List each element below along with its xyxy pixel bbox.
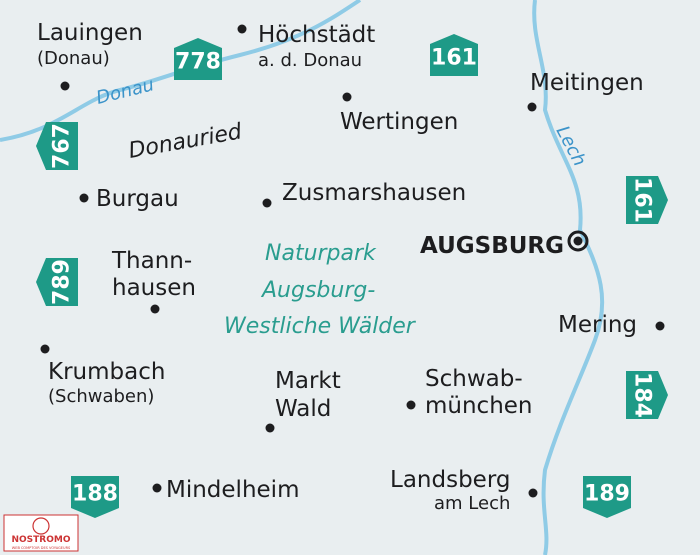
sheet-number: 789 bbox=[50, 259, 75, 305]
place-dot bbox=[262, 198, 272, 208]
place-label: Markt bbox=[275, 368, 341, 394]
sheet-number: 189 bbox=[584, 482, 630, 507]
place-label: Krumbach bbox=[48, 359, 165, 385]
place-label: Wald bbox=[275, 396, 331, 422]
place-label: Wertingen bbox=[340, 109, 458, 135]
sheet-number: 184 bbox=[630, 372, 655, 418]
sheet-badge bbox=[626, 176, 668, 224]
sheet-badge bbox=[626, 371, 668, 419]
place-dot bbox=[152, 483, 162, 493]
sheet-number: 161 bbox=[431, 46, 477, 71]
place-label: (Schwaben) bbox=[48, 386, 154, 407]
city-symbol bbox=[567, 230, 589, 252]
sheet-badge bbox=[36, 122, 78, 170]
logo-globe bbox=[32, 517, 50, 535]
place-label: Meitingen bbox=[530, 70, 644, 96]
place-dot bbox=[527, 102, 537, 112]
place-dot bbox=[40, 344, 50, 354]
sheet-badge bbox=[36, 258, 78, 306]
place-dot bbox=[406, 400, 416, 410]
place-dot bbox=[237, 24, 247, 34]
place-dot bbox=[655, 321, 665, 331]
place-label: Höchstädt bbox=[258, 22, 375, 48]
sheet-badges: 778 161 767 161 789 184 188 189 bbox=[36, 34, 668, 518]
logo-box bbox=[3, 514, 79, 552]
place-label: Zusmarshausen bbox=[282, 180, 466, 206]
place-dot bbox=[573, 236, 583, 246]
place-label: am Lech bbox=[434, 493, 510, 514]
sheet-badge bbox=[71, 476, 119, 518]
place-dot bbox=[79, 193, 89, 203]
place-dot bbox=[528, 488, 538, 498]
place-label: (Donau) bbox=[37, 48, 110, 69]
place-dot bbox=[150, 304, 160, 314]
place-label: hausen bbox=[112, 275, 196, 301]
park-label: Augsburg- bbox=[260, 278, 375, 303]
place-label: Lauingen bbox=[37, 20, 143, 46]
sheet-number: 778 bbox=[175, 50, 221, 75]
sheet-badge bbox=[583, 476, 631, 518]
place-dot bbox=[60, 81, 70, 91]
place-label: Burgau bbox=[96, 186, 179, 212]
sheet-number: 188 bbox=[72, 482, 118, 507]
logo-tagline: WEB COMPTOIR DES VOYAGEURS bbox=[12, 546, 71, 550]
logo-name: NOSTROMO bbox=[12, 535, 71, 545]
place-dot bbox=[265, 423, 275, 433]
logo: NOSTROMO WEB COMPTOIR DES VOYAGEURS bbox=[3, 514, 79, 552]
sheet-number: 767 bbox=[50, 123, 75, 169]
place-label: münchen bbox=[425, 393, 533, 419]
river-donau bbox=[0, 0, 362, 142]
sheet-badge bbox=[174, 38, 222, 80]
park-label: Naturpark bbox=[265, 241, 377, 266]
place-label: Schwab- bbox=[425, 366, 523, 392]
place-label: Mering bbox=[558, 312, 637, 338]
place-label: AUGSBURG bbox=[420, 233, 564, 259]
place-label: Mindelheim bbox=[166, 477, 299, 503]
place-dot bbox=[342, 92, 352, 102]
place-label: a. d. Donau bbox=[258, 50, 362, 71]
river-lech bbox=[532, 0, 605, 555]
sheet-badge bbox=[430, 34, 478, 76]
places: Lauingen (Donau) Höchstädt a. d. Donau W… bbox=[37, 20, 665, 514]
place-label: Landsberg bbox=[390, 467, 510, 493]
sheet-number: 161 bbox=[630, 177, 655, 223]
place-label: Thann- bbox=[111, 248, 192, 274]
park-label: Westliche Wälder bbox=[224, 314, 417, 339]
